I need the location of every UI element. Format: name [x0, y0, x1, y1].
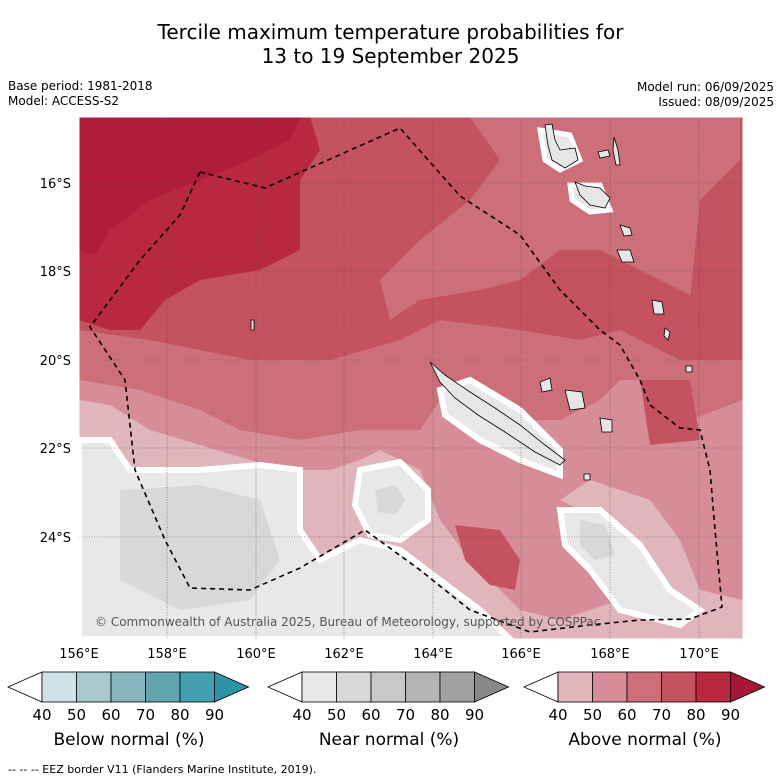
colorbar-near-tick: 40 — [292, 706, 311, 724]
colorbar-near-tick: 50 — [327, 706, 346, 724]
colorbar-label-near: Near normal (%) — [318, 730, 460, 750]
colorbar-below-min-arrow — [7, 671, 43, 703]
issued-date: Issued: 08/09/2025 — [658, 95, 774, 109]
lat-label-24s: 24°S — [40, 531, 71, 546]
efate-island — [619, 224, 633, 237]
field-70-80-east-patch — [640, 380, 700, 445]
colorbar-above-tick: 50 — [583, 706, 602, 724]
colorbar-above-tick: 80 — [686, 706, 705, 724]
model-run: Model run: 06/09/2025 — [636, 80, 774, 94]
latitude-labels: 16°S 18°S 20°S 22°S 24°S — [40, 177, 71, 546]
colorbar-below-segment — [179, 671, 215, 703]
colorbar-above-tick: 40 — [548, 706, 567, 724]
field-near-island-core — [375, 485, 405, 515]
colorbar-near-segment — [336, 671, 372, 703]
colorbar-above-min-arrow — [523, 671, 559, 703]
colorbar-below-tick: 60 — [101, 706, 120, 724]
colorbar-above-segment — [661, 671, 697, 703]
erromango-island — [616, 249, 635, 263]
lon-label-170e: 170°E — [679, 647, 719, 662]
colorbar-above-tick: 70 — [652, 706, 671, 724]
colorbar-near-tick: 70 — [396, 706, 415, 724]
espiritu-santo-island — [544, 123, 579, 169]
hunter-island — [685, 365, 693, 373]
tanna-island — [651, 299, 665, 315]
pentecost-island — [612, 136, 621, 166]
colorbar-below-tick: 50 — [67, 706, 86, 724]
lon-label-168e: 168°E — [590, 647, 630, 662]
lon-label-156e: 156°E — [59, 647, 99, 662]
colorbar-near-max-arrow — [474, 671, 510, 703]
colorbar-above-segment — [626, 671, 662, 703]
colorbar-near-tick: 80 — [430, 706, 449, 724]
colorbars: 40 50 60 70 80 90 40 50 60 70 80 90 40 50 60 70 80 90 — [7, 671, 766, 724]
colorbar-below-segment — [76, 671, 112, 703]
malakula-island — [574, 181, 611, 209]
colorbar-above-tick: 90 — [721, 706, 740, 724]
aneityum-island — [663, 327, 671, 341]
lat-label-16s: 16°S — [40, 177, 71, 192]
meta-right: Model run: 06/09/2025 Issued: 08/09/2025 — [637, 80, 774, 110]
colorbar-below-tick: 90 — [205, 706, 224, 724]
colorbar-near-segment — [439, 671, 475, 703]
field-60-70-east — [380, 117, 743, 320]
lat-label-22s: 22°S — [40, 442, 71, 457]
lon-label-160e: 160°E — [236, 647, 276, 662]
model-name: Model: ACCESS-S2 — [8, 94, 120, 108]
colorbar-near-segment — [301, 671, 337, 703]
colorbar-near-tick: 90 — [465, 706, 484, 724]
coastlines — [250, 123, 693, 481]
colorbar-near-segment — [370, 671, 406, 703]
lon-label-158e: 158°E — [147, 647, 187, 662]
title-line-2: 13 to 19 September 2025 — [261, 44, 520, 68]
footer-eez-note: -- -- -- EEZ border V11 (Flanders Marine… — [8, 763, 317, 776]
lon-label-166e: 166°E — [501, 647, 541, 662]
colorbar-below-segment — [41, 671, 77, 703]
colorbar-above-segment — [592, 671, 628, 703]
field-near-se-core — [580, 520, 615, 560]
field-90-nw — [79, 117, 300, 255]
colorbar-below-segment — [145, 671, 181, 703]
colorbar-above-max-arrow — [730, 671, 766, 703]
meta-left: Base period: 1981-2018 Model: ACCESS-S2 — [8, 79, 153, 109]
field-70-80-far-east — [690, 117, 743, 330]
colorbar-label-below: Below normal (%) — [53, 730, 205, 750]
chesterfield-islet — [250, 319, 255, 331]
base-period: Base period: 1981-2018 — [8, 79, 153, 93]
new-caledonia-island — [429, 361, 566, 466]
colorbar-near-min-arrow — [267, 671, 303, 703]
ile-des-pins — [583, 473, 591, 481]
longitude-labels: 156°E 158°E 160°E 162°E 164°E 166°E 168°… — [59, 647, 719, 662]
map-frame — [78, 116, 744, 640]
lat-label-20s: 20°S — [40, 354, 71, 369]
colorbar-below-max-arrow — [214, 671, 250, 703]
colorbar-near-tick: 60 — [361, 706, 380, 724]
colorbar-above-tick: 60 — [617, 706, 636, 724]
probability-field — [79, 117, 743, 639]
colorbar-above-segment — [695, 671, 731, 703]
title-line-1: Tercile maximum temperature probabilitie… — [157, 20, 624, 44]
lifou-island — [564, 389, 586, 411]
lon-label-162e: 162°E — [324, 647, 364, 662]
colorbar-above-segment — [557, 671, 593, 703]
lat-label-18s: 18°S — [40, 265, 71, 280]
graticule — [78, 117, 743, 639]
map-title: Tercile maximum temperature probabilitie… — [0, 20, 781, 68]
colorbar-below-segment — [110, 671, 146, 703]
copyright-notice: © Commonwealth of Australia 2025, Bureau… — [95, 615, 600, 629]
field-near-50-60-sw — [120, 485, 280, 610]
colorbar-below-tick: 40 — [32, 706, 51, 724]
colorbar-below-tick: 70 — [136, 706, 155, 724]
eez-border — [89, 127, 723, 633]
colorbar-label-above: Above normal (%) — [568, 730, 722, 750]
mare-island — [599, 417, 613, 433]
ambae-island — [597, 149, 611, 159]
colorbar-near-segment — [405, 671, 441, 703]
colorbar-below-tick: 80 — [170, 706, 189, 724]
lon-label-164e: 164°E — [413, 647, 453, 662]
field-70-80-south-tongue — [455, 525, 520, 590]
ouvea-island — [539, 377, 553, 393]
